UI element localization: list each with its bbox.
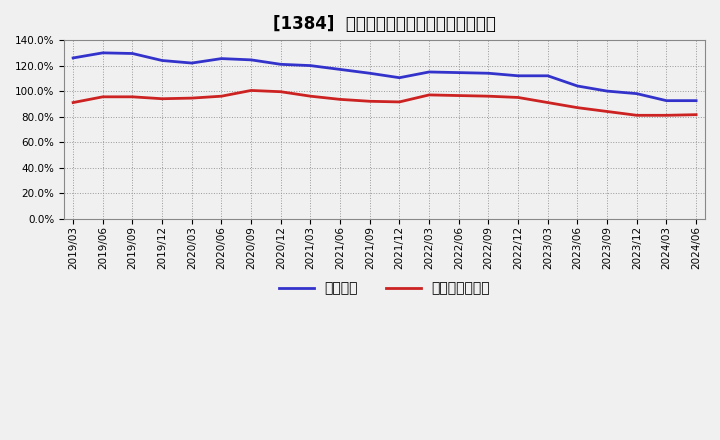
固定長期適合率 xyxy=(395,99,404,105)
固定長期適合率 xyxy=(247,88,256,93)
固定長期適合率 xyxy=(603,109,611,114)
固定長期適合率 xyxy=(544,100,552,105)
固定長期適合率 xyxy=(692,112,701,117)
Line: 固定長期適合率: 固定長期適合率 xyxy=(73,91,696,115)
固定比率 xyxy=(484,70,492,76)
固定比率 xyxy=(99,50,107,55)
固定比率 xyxy=(573,83,582,88)
固定比率 xyxy=(425,70,433,75)
固定比率 xyxy=(247,57,256,62)
固定長期適合率 xyxy=(306,94,315,99)
固定比率 xyxy=(514,73,523,78)
固定比率 xyxy=(692,98,701,103)
固定比率 xyxy=(128,51,137,56)
固定比率 xyxy=(454,70,463,75)
固定比率 xyxy=(632,91,641,96)
固定長期適合率 xyxy=(187,95,196,101)
固定比率 xyxy=(395,75,404,81)
固定比率 xyxy=(662,98,671,103)
固定長期適合率 xyxy=(69,100,78,105)
固定長期適合率 xyxy=(366,99,374,104)
固定長期適合率 xyxy=(158,96,166,101)
Title: [1384]  固定比率、固定長期適合率の推移: [1384] 固定比率、固定長期適合率の推移 xyxy=(273,15,496,33)
固定長期適合率 xyxy=(276,89,285,94)
固定長期適合率 xyxy=(217,94,226,99)
固定比率 xyxy=(276,62,285,67)
Legend: 固定比率, 固定長期適合率: 固定比率, 固定長期適合率 xyxy=(274,276,496,301)
固定長期適合率 xyxy=(662,113,671,118)
固定比率 xyxy=(544,73,552,78)
固定長期適合率 xyxy=(128,94,137,99)
固定長期適合率 xyxy=(514,95,523,100)
固定比率 xyxy=(306,63,315,68)
固定長期適合率 xyxy=(632,113,641,118)
固定長期適合率 xyxy=(99,94,107,99)
固定比率 xyxy=(217,56,226,61)
固定長期適合率 xyxy=(484,94,492,99)
固定比率 xyxy=(366,70,374,76)
固定比率 xyxy=(336,67,344,72)
固定比率 xyxy=(69,55,78,61)
固定長期適合率 xyxy=(454,93,463,98)
固定比率 xyxy=(187,60,196,66)
固定比率 xyxy=(603,88,611,94)
固定比率 xyxy=(158,58,166,63)
固定長期適合率 xyxy=(336,97,344,102)
Line: 固定比率: 固定比率 xyxy=(73,53,696,101)
固定長期適合率 xyxy=(425,92,433,98)
固定長期適合率 xyxy=(573,105,582,110)
